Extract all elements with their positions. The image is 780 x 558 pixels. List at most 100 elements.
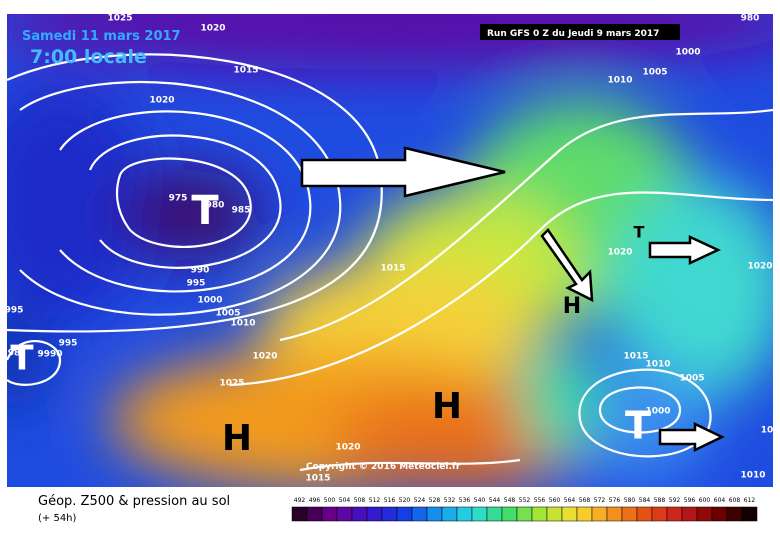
scale-swatch	[741, 506, 758, 522]
scale-swatch	[396, 506, 413, 522]
scale-swatch	[606, 506, 623, 522]
isobar-label: 1010	[645, 360, 670, 370]
scale-label: 564	[564, 497, 576, 504]
scale-label: 536	[459, 497, 471, 504]
scale-swatch	[711, 506, 728, 522]
scale-label: 492	[294, 497, 306, 504]
scale-swatch	[546, 506, 563, 522]
scale-label: 508	[354, 497, 366, 504]
isobar-label: 10	[761, 426, 774, 436]
isobar-label: 1020	[200, 24, 225, 34]
scale-swatch	[501, 506, 518, 522]
scale-label: 504	[339, 497, 351, 504]
pressure-center: T	[191, 188, 219, 234]
isobar-label: 1015	[623, 352, 648, 362]
isobar-label: 1005	[642, 68, 667, 78]
legend-lead: (+ 54h)	[38, 513, 77, 524]
scale-swatch	[321, 506, 338, 522]
copyright: Copyright © 2016 Meteociel.fr	[306, 462, 461, 472]
scale-label: 592	[669, 497, 681, 504]
scale-swatch	[471, 506, 488, 522]
scale-swatch	[456, 506, 473, 522]
scale-label: 552	[519, 497, 531, 504]
isobar-label: 995	[187, 279, 206, 289]
isobar-label: 1015	[305, 474, 330, 484]
isobar-label: 975	[169, 194, 188, 204]
scale-label: 524	[414, 497, 426, 504]
scale-label: 496	[309, 497, 321, 504]
scale-label: 548	[504, 497, 516, 504]
isobar-label: 1010	[607, 76, 632, 86]
isobar-label: 1005	[215, 309, 240, 319]
scale-swatch	[381, 506, 398, 522]
scale-swatch	[666, 506, 683, 522]
isobar-label: 1025	[107, 14, 132, 24]
pressure-center: H	[563, 294, 581, 319]
scale-label: 556	[534, 497, 546, 504]
isobar-label: 1000	[197, 296, 222, 306]
scale-swatch	[636, 506, 653, 522]
scale-label: 612	[744, 497, 756, 504]
scale-label: 532	[444, 497, 456, 504]
scale-swatch	[291, 506, 308, 522]
scale-swatch	[351, 506, 368, 522]
scale-label: 576	[609, 497, 621, 504]
isobar-label: 98	[8, 349, 21, 359]
isobar-label: 9990	[37, 350, 62, 360]
isobar-label: 1010	[230, 319, 255, 329]
isobar-label: 1025	[219, 379, 244, 389]
scale-swatch	[591, 506, 608, 522]
isobar-label: 980	[741, 14, 760, 24]
isobar-label: 1020	[335, 443, 360, 453]
isobar-label: 980	[206, 201, 225, 211]
scale-swatch	[681, 506, 698, 522]
color-scale: 492 496 500 504 508 512 516 520 524 528 532 536 540 5…	[291, 497, 758, 522]
scale-swatch	[426, 506, 443, 522]
isobar-label: 995	[59, 339, 78, 349]
pressure-center: T	[634, 223, 645, 242]
isobar-label: 1005	[679, 374, 704, 384]
scale-label: 596	[684, 497, 696, 504]
scale-label: 588	[654, 497, 666, 504]
scale-swatch	[366, 506, 383, 522]
isobar-label: 985	[232, 206, 251, 216]
scale-swatch	[696, 506, 713, 522]
scale-label: 544	[489, 497, 501, 504]
isobar-label: 1020	[149, 96, 174, 106]
scale-label: 604	[714, 497, 726, 504]
legend-title: Géop. Z500 & pression au sol	[38, 494, 230, 509]
isobar-label: 1020	[747, 262, 772, 272]
wind-arrows	[300, 146, 725, 452]
isobar-label: 1010	[740, 471, 765, 481]
time: 7:00 locale	[30, 46, 147, 68]
scale-label: 500	[324, 497, 336, 504]
scale-label: 580	[624, 497, 636, 504]
scale-swatch	[486, 506, 503, 522]
isobar-label: 1020	[252, 352, 277, 362]
scale-swatch	[576, 506, 593, 522]
isobar-label: 1000	[645, 407, 670, 417]
scale-label: 540	[474, 497, 486, 504]
pressure-center: T	[625, 404, 651, 448]
pressure-center: H	[222, 418, 252, 459]
isobar-label: 1020	[607, 248, 632, 258]
scale-label: 512	[369, 497, 381, 504]
scale-swatch	[561, 506, 578, 522]
isobar-label: 1015	[233, 66, 258, 76]
scale-label: 572	[594, 497, 606, 504]
scale-swatch	[651, 506, 668, 522]
scale-label: 600	[699, 497, 711, 504]
scale-swatch	[531, 506, 548, 522]
scale-swatch	[411, 506, 428, 522]
isobar-label: 990	[191, 266, 210, 276]
scale-label: 516	[384, 497, 396, 504]
isobar-label: 995	[5, 306, 24, 316]
map	[7, 14, 773, 487]
pressure-center: T	[10, 339, 34, 379]
scale-label: 520	[399, 497, 411, 504]
isobar-label: 1000	[675, 48, 700, 58]
date: Samedi 11 mars 2017	[22, 29, 181, 44]
scale-label: 560	[549, 497, 561, 504]
